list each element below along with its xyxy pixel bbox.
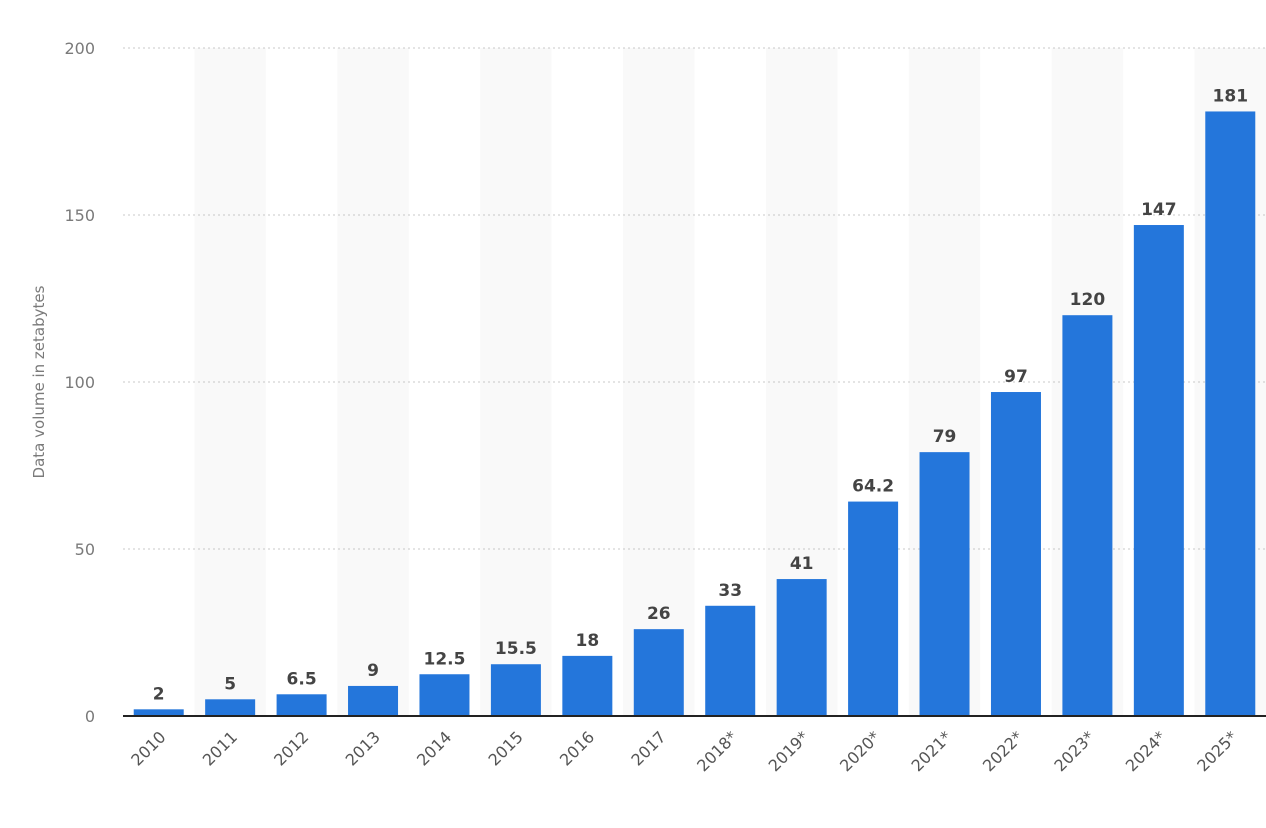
x-tick-label: 2023* (1050, 727, 1098, 775)
x-tick-label: 2016 (556, 727, 598, 769)
y-tick-label: 150 (64, 206, 95, 225)
data-label: 2 (153, 684, 165, 704)
x-tick-label: 2012 (270, 727, 312, 769)
x-tick-label: 2011 (199, 727, 241, 769)
bar-2014 (419, 674, 470, 716)
x-tick-label: 2022* (979, 727, 1027, 775)
bar-2021 (919, 452, 970, 716)
background-band (194, 48, 266, 716)
data-label: 15.5 (495, 639, 537, 659)
bar-2015 (490, 664, 541, 716)
x-tick-label: 2017 (627, 727, 669, 769)
data-label: 12.5 (423, 649, 465, 669)
data-label: 181 (1213, 86, 1249, 106)
y-tick-label: 50 (75, 540, 95, 559)
data-label: 147 (1141, 200, 1177, 220)
x-tick-label: 2020* (836, 727, 884, 775)
x-tick-label: 2013 (342, 727, 384, 769)
y-axis-label: Data volume in zetabytes (30, 285, 48, 478)
data-label: 41 (790, 554, 814, 574)
data-label: 64.2 (852, 477, 894, 497)
x-tick-label: 2024* (1122, 727, 1170, 775)
data-label: 9 (367, 661, 379, 681)
y-tick-label: 200 (64, 39, 95, 58)
bar-2020 (848, 501, 899, 716)
bar-2018 (705, 605, 756, 716)
x-tick-label: 2010 (127, 727, 169, 769)
bar-2019 (776, 579, 827, 716)
bar-2017 (633, 629, 684, 716)
bar-2022 (990, 392, 1041, 716)
bar-2025 (1205, 111, 1256, 716)
background-band (480, 48, 552, 716)
y-tick-label: 100 (64, 373, 95, 392)
data-label: 79 (933, 427, 957, 447)
bar-2012 (276, 694, 327, 716)
x-tick-label: 2019* (765, 727, 813, 775)
bar-2013 (348, 685, 399, 716)
x-tick-label: 2015 (485, 727, 527, 769)
data-label: 18 (576, 631, 600, 651)
bar-2016 (562, 655, 613, 716)
data-label: 6.5 (287, 669, 317, 689)
data-label: 33 (718, 581, 742, 601)
bar-2023 (1062, 315, 1113, 716)
y-tick-label: 0 (85, 707, 95, 726)
bar-2024 (1133, 225, 1184, 716)
bar-2010 (133, 709, 184, 716)
data-label: 5 (224, 674, 236, 694)
data-label: 26 (647, 604, 671, 624)
x-tick-label: 2018* (693, 727, 741, 775)
x-tick-label: 2014 (413, 727, 455, 769)
x-tick-label: 2021* (907, 727, 955, 775)
data-label: 120 (1070, 290, 1106, 310)
data-label: 97 (1004, 367, 1028, 387)
bar-2011 (205, 699, 256, 716)
x-tick-label: 2025* (1193, 727, 1241, 775)
